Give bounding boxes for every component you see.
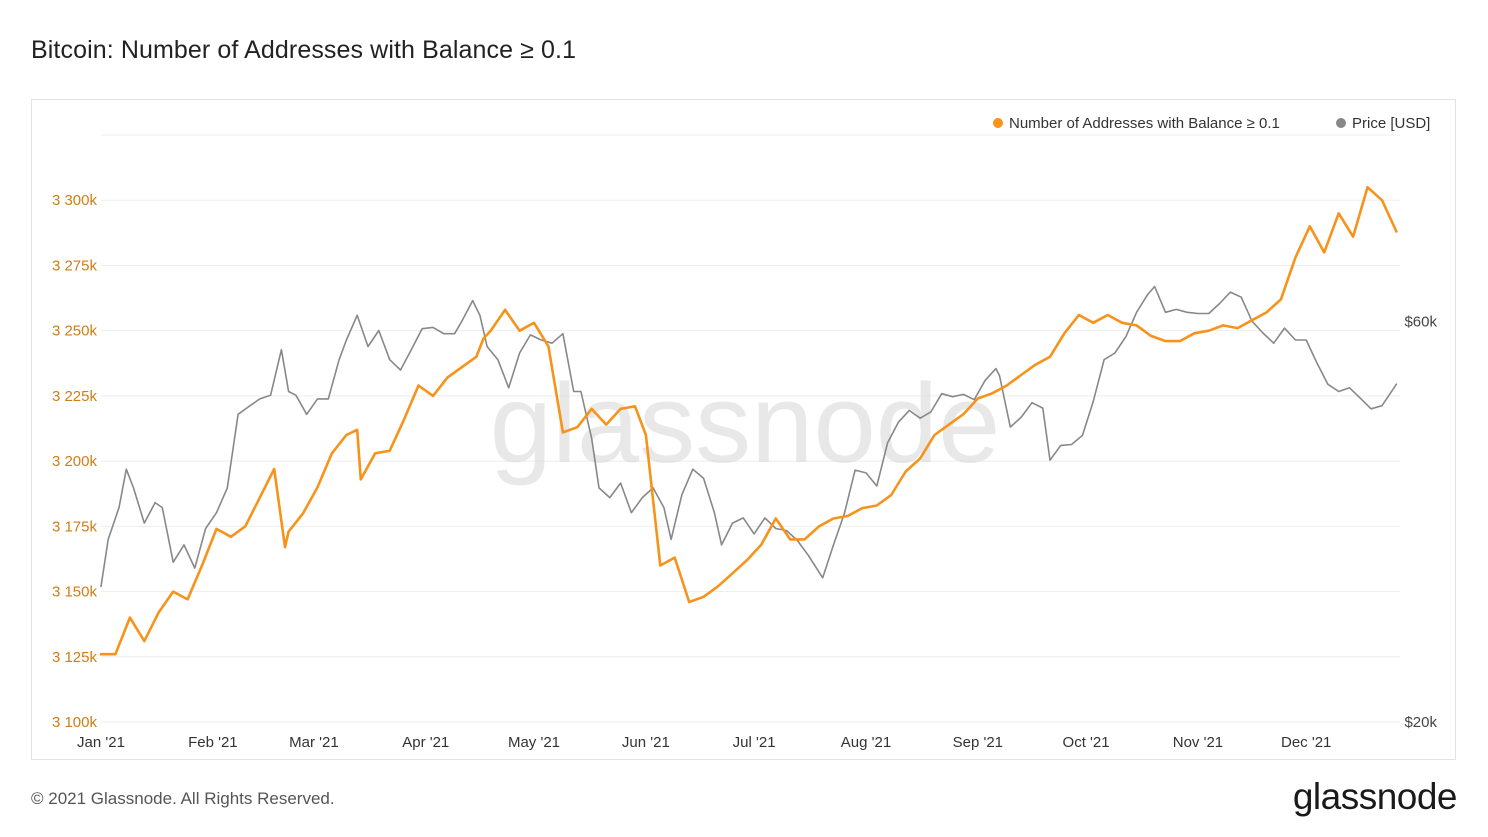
- x-tick-label: May '21: [508, 734, 560, 751]
- chart-frame: [31, 99, 1456, 760]
- x-tick-label: Oct '21: [1063, 734, 1110, 751]
- copyright-text: © 2021 Glassnode. All Rights Reserved.: [31, 789, 335, 808]
- x-tick-label: Feb '21: [188, 734, 238, 751]
- x-tick-label: Aug '21: [841, 734, 891, 751]
- left-tick-label: 3 275k: [52, 257, 98, 274]
- right-axis: $20k $60k: [1404, 313, 1437, 731]
- left-tick-label: 3 100k: [52, 714, 98, 731]
- left-tick-label: 3 175k: [52, 518, 98, 535]
- series-group: [99, 185, 1398, 656]
- x-tick-label: Nov '21: [1173, 734, 1223, 751]
- x-tick-label: Sep '21: [953, 734, 1003, 751]
- series-line-addresses: [99, 185, 1398, 656]
- right-tick-label: $20k: [1404, 714, 1437, 731]
- x-tick-label: Apr '21: [402, 734, 449, 751]
- chart-title: Bitcoin: Number of Addresses with Balanc…: [31, 36, 577, 64]
- left-tick-label: 3 125k: [52, 649, 98, 666]
- left-tick-label: 3 300k: [52, 192, 98, 209]
- series-line-price: [100, 285, 1398, 588]
- legend-marker-addresses: [993, 118, 1003, 128]
- left-tick-label: 3 225k: [52, 388, 98, 405]
- left-tick-label: 3 150k: [52, 584, 98, 601]
- x-tick-label: Jun '21: [622, 734, 670, 751]
- left-tick-label: 3 200k: [52, 453, 98, 470]
- left-axis: 3 100k 3 125k 3 150k 3 175k 3 200k 3 225k 3 25…: [52, 192, 98, 731]
- x-tick-label: Mar '21: [289, 734, 339, 751]
- legend-label-price[interactable]: Price [USD]: [1352, 115, 1430, 132]
- legend: Number of Addresses with Balance ≥ 0.1 P…: [993, 115, 1430, 132]
- right-tick-label: $60k: [1404, 313, 1437, 330]
- legend-label-addresses[interactable]: Number of Addresses with Balance ≥ 0.1: [1009, 115, 1280, 132]
- left-tick-label: 3 250k: [52, 323, 98, 340]
- legend-marker-price: [1336, 118, 1346, 128]
- x-tick-label: Dec '21: [1281, 734, 1331, 751]
- x-tick-label: Jan '21: [77, 734, 125, 751]
- grid-lines: [101, 134, 1400, 723]
- brand-logo: glassnode: [1292, 776, 1458, 817]
- x-tick-label: Jul '21: [733, 734, 776, 751]
- x-axis: Jan '21 Feb '21 Mar '21 Apr '21 May '21 Jun '…: [77, 734, 1331, 751]
- watermark-text: glassnode: [490, 361, 1001, 486]
